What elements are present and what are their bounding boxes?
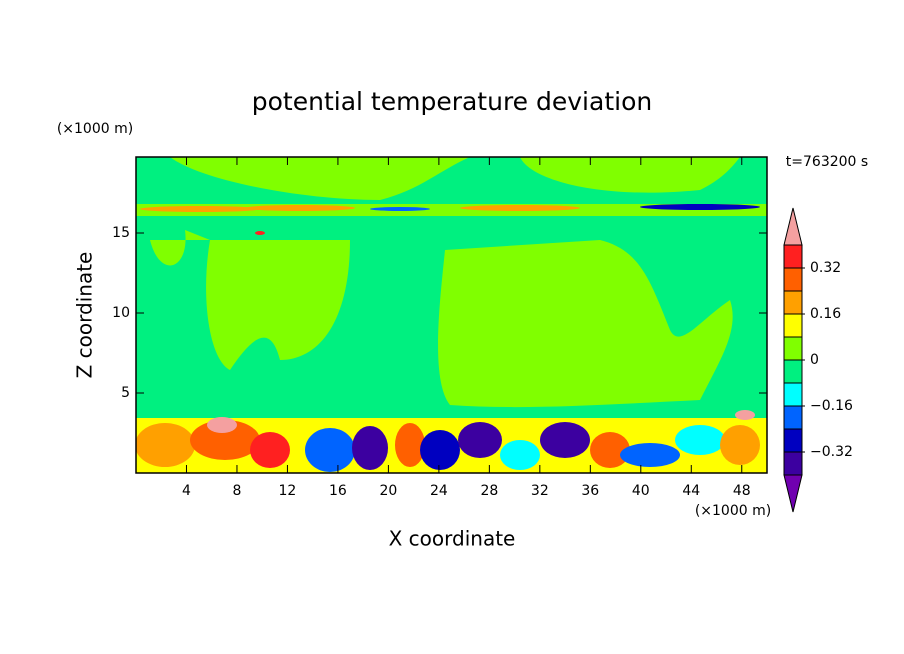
contour-field <box>136 157 767 473</box>
plot-frame <box>135 156 768 474</box>
y-unit: (×1000 m) <box>57 121 133 137</box>
x-tick-label: 36 <box>581 483 599 499</box>
x-unit: (×1000 m) <box>695 503 771 519</box>
x-tick-label: 24 <box>430 483 448 499</box>
colorbar-box <box>783 359 803 384</box>
chart-title: potential temperature deviation <box>252 87 652 116</box>
colorbar-label: −0.32 <box>810 444 853 460</box>
colorbar-box <box>783 336 803 361</box>
x-tick-label: 12 <box>279 483 297 499</box>
colorbar-box <box>783 313 803 338</box>
colorbar-arrow <box>783 207 803 246</box>
colorbar-box <box>783 382 803 407</box>
x-tick-label: 4 <box>182 483 191 499</box>
colorbar-box <box>783 451 803 476</box>
y-tick-label: 10 <box>112 305 130 321</box>
x-tick-label: 8 <box>232 483 241 499</box>
colorbar-box <box>783 428 803 453</box>
colorbar-label: 0.16 <box>810 306 841 322</box>
x-tick-label: 16 <box>329 483 347 499</box>
x-tick-label: 44 <box>682 483 700 499</box>
colorbar-label: 0 <box>810 352 819 368</box>
colorbar-label: 0.32 <box>810 260 841 276</box>
x-tick-label: 48 <box>733 483 751 499</box>
y-tick-label: 15 <box>112 225 130 241</box>
colorbar-arrow <box>783 474 803 513</box>
annotation: t=763200 s <box>786 154 868 170</box>
colorbar-box <box>783 244 803 269</box>
colorbar-box <box>783 290 803 315</box>
colorbar-label: −0.16 <box>810 398 853 414</box>
x-tick-label: 28 <box>480 483 498 499</box>
x-tick-label: 40 <box>632 483 650 499</box>
colorbar-box <box>783 405 803 430</box>
x-axis-label: X coordinate <box>389 527 516 551</box>
colorbar-box <box>783 267 803 292</box>
x-tick-label: 20 <box>379 483 397 499</box>
x-tick-label: 32 <box>531 483 549 499</box>
y-tick-label: 5 <box>121 385 130 401</box>
y-axis-label: Z coordinate <box>73 252 97 379</box>
